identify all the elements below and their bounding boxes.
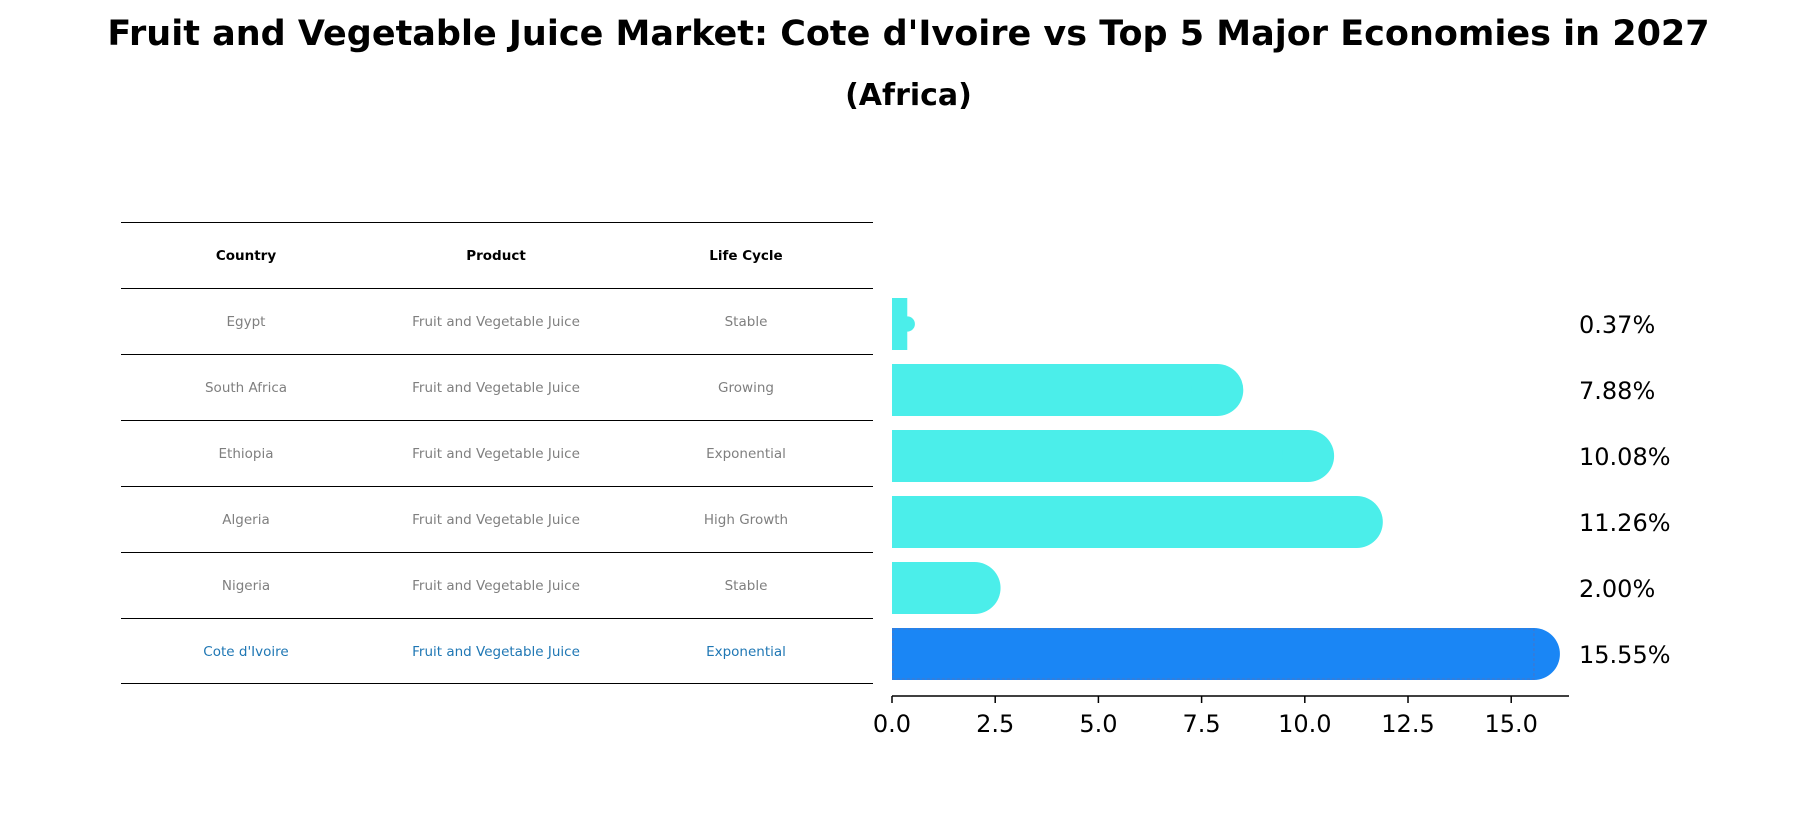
chart-subtitle: (Africa) xyxy=(845,78,972,113)
cell-product: Fruit and Vegetable Juice xyxy=(412,578,580,594)
header-country: Country xyxy=(215,248,277,264)
header-life-cycle: Life Cycle xyxy=(709,248,783,264)
table-row: Egypt Fruit and Vegetable Juice Stable xyxy=(121,288,873,354)
cell-country: Nigeria xyxy=(221,578,271,594)
x-tick-label: 5.0 xyxy=(1079,710,1117,738)
x-tick-label: 2.5 xyxy=(976,710,1014,738)
cell-life-cycle: Exponential xyxy=(706,446,786,462)
value-label: 15.55% xyxy=(1579,641,1671,669)
cell-life-cycle: Exponential xyxy=(706,644,786,660)
cell-life-cycle: Stable xyxy=(724,578,768,594)
x-tick-label: 7.5 xyxy=(1183,710,1221,738)
bar-south-africa xyxy=(892,364,1218,416)
x-ticks-group: 0.0 2.5 5.0 7.5 10.0 12.5 15.0 xyxy=(873,696,1538,738)
table-row: Nigeria Fruit and Vegetable Juice Stable xyxy=(121,552,873,618)
value-labels-group: 0.37% 7.88% 10.08% 11.26% 2.00% 15.55% xyxy=(1579,311,1671,669)
cell-life-cycle: Stable xyxy=(724,314,768,330)
bar-cap xyxy=(1330,496,1383,548)
bar-cap xyxy=(948,562,1001,614)
table-row-highlight: Cote d'Ivoire Fruit and Vegetable Juice … xyxy=(121,618,873,684)
cell-country: Egypt xyxy=(226,314,266,330)
bar-egypt xyxy=(892,298,908,350)
x-tick-label: 15.0 xyxy=(1484,710,1537,738)
cell-country: Ethiopia xyxy=(218,446,274,462)
table-row: Algeria Fruit and Vegetable Juice High G… xyxy=(121,486,873,552)
cell-life-cycle: Growing xyxy=(718,380,774,396)
x-tick-label: 10.0 xyxy=(1278,710,1331,738)
bar-cap xyxy=(899,316,915,332)
highlight-bar-outline xyxy=(892,628,1535,680)
cell-life-cycle: High Growth xyxy=(703,512,789,528)
bar-ethiopia xyxy=(892,430,1309,482)
x-tick-label: 0.0 xyxy=(873,710,911,738)
cell-country: Algeria xyxy=(222,512,270,528)
cell-product: Fruit and Vegetable Juice xyxy=(412,380,580,396)
table-row: Ethiopia Fruit and Vegetable Juice Expon… xyxy=(121,420,873,486)
value-label: 0.37% xyxy=(1579,311,1655,339)
header-product: Product xyxy=(466,248,526,264)
value-label: 10.08% xyxy=(1579,443,1671,471)
bar-algeria xyxy=(892,496,1357,548)
cell-product: Fruit and Vegetable Juice xyxy=(412,314,580,330)
value-label: 11.26% xyxy=(1579,509,1671,537)
x-tick-label: 12.5 xyxy=(1381,710,1434,738)
table-header-row: Country Product Life Cycle xyxy=(121,222,873,288)
cell-country: South Africa xyxy=(204,380,288,396)
cell-country: Cote d'Ivoire xyxy=(203,644,289,660)
cell-product: Fruit and Vegetable Juice xyxy=(412,446,580,462)
bar-cote-d-ivoire xyxy=(892,628,1534,680)
chart-title: Fruit and Vegetable Juice Market: Cote d… xyxy=(107,14,1710,54)
bar-cap xyxy=(1282,430,1335,482)
bar-cap xyxy=(1191,364,1244,416)
value-label: 7.88% xyxy=(1579,377,1655,405)
bars-group xyxy=(892,298,1560,680)
cell-product: Fruit and Vegetable Juice xyxy=(412,512,580,528)
cell-product: Fruit and Vegetable Juice xyxy=(412,644,580,660)
table-row: South Africa Fruit and Vegetable Juice G… xyxy=(121,354,873,420)
value-label: 2.00% xyxy=(1579,575,1655,603)
data-table: Country Product Life Cycle Egypt Fruit a… xyxy=(121,222,873,684)
